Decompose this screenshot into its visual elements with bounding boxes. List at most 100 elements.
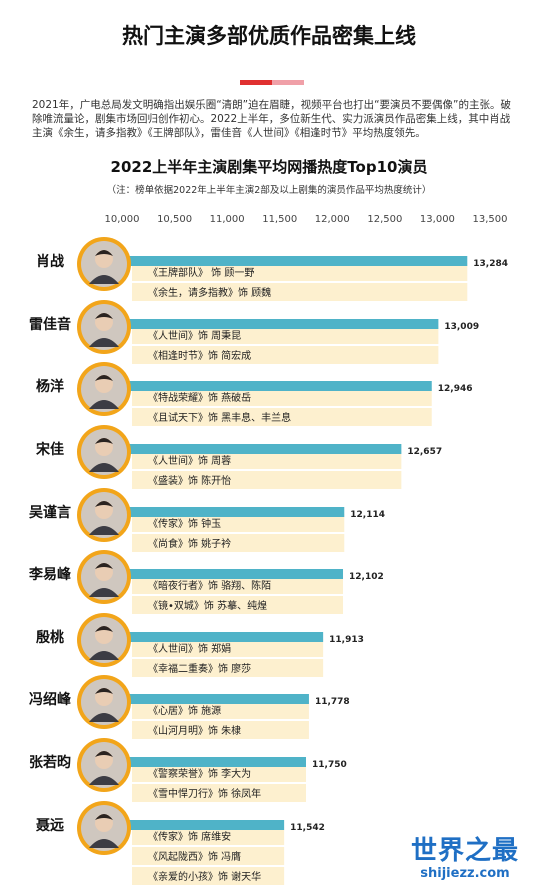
work-panel (132, 471, 402, 489)
work-label: 《警察荣誉》饰 李大为 (148, 767, 251, 780)
avatar-shoulders (89, 839, 119, 848)
bar (122, 256, 468, 266)
actor-name: 殷桃 (36, 629, 64, 646)
work-label: 《人世间》饰 周蓉 (148, 454, 231, 467)
avatar-hair (95, 313, 113, 319)
work-panel (132, 576, 344, 594)
intro-paragraph: 2021年，广电总局发文明确指出娱乐圈“清朗”迫在眉睫，视频平台也打出“要演员不… (32, 99, 511, 139)
bar-value-label: 12,102 (349, 572, 384, 582)
actor-name: 宋佳 (35, 441, 64, 458)
work-label: 《亲爱的小孩》饰 谢天华 (148, 870, 261, 883)
bar (122, 632, 324, 642)
work-panel (132, 534, 345, 552)
work-panel (132, 283, 468, 301)
work-panel (132, 451, 402, 469)
actor-name: 肖战 (36, 253, 64, 270)
bar-value-label: 12,946 (438, 384, 473, 394)
work-label: 《人世间》饰 郑娟 (148, 642, 231, 655)
actor-name: 聂远 (35, 818, 64, 834)
work-label: 《人世间》饰 周秉昆 (148, 329, 241, 342)
avatar-shoulders (89, 526, 119, 535)
work-panel (132, 867, 285, 885)
x-tick-label: 13,000 (420, 214, 455, 225)
x-tick-label: 11,000 (210, 214, 245, 225)
x-tick-label: 10,000 (105, 214, 140, 225)
avatar-hair (95, 438, 113, 444)
work-label: 《王牌部队》 饰 顾一野 (148, 266, 254, 279)
actor-name: 张若昀 (29, 754, 71, 771)
bar (122, 757, 306, 767)
avatar-hair (95, 626, 113, 632)
avatar-shoulders (89, 651, 119, 660)
work-panel (132, 596, 344, 614)
work-label: 《心居》饰 施源 (148, 704, 221, 717)
work-label: 《风起陇西》饰 冯膺 (148, 850, 241, 863)
bar (122, 507, 345, 517)
avatar-shoulders (89, 588, 119, 597)
work-label: 《传家》饰 钟玉 (148, 517, 221, 530)
work-panel (132, 514, 345, 532)
bar-value-label: 12,657 (407, 447, 442, 457)
work-label: 《且试天下》饰 黑丰息、丰兰息 (148, 411, 291, 424)
work-label: 《尚食》饰 姚子衿 (148, 537, 231, 550)
work-label: 《余生，请多指教》饰 顾魏 (148, 286, 271, 299)
actor-name: 冯绍峰 (29, 691, 72, 708)
work-label: 《山河月明》饰 朱棣 (148, 724, 241, 737)
avatar-hair (95, 814, 113, 820)
avatar-hair (95, 688, 113, 694)
avatar-shoulders (89, 776, 119, 785)
avatar-shoulders (89, 463, 119, 472)
work-panel (132, 639, 324, 657)
work-panel (132, 847, 285, 865)
avatar-shoulders (89, 400, 119, 409)
work-label: 《盛装》饰 陈开怡 (148, 474, 231, 487)
work-panel (132, 263, 468, 281)
x-tick-label: 13,500 (473, 214, 508, 225)
avatar-hair (95, 250, 113, 256)
work-label: 《暗夜行者》饰 骆翔、陈陌 (148, 579, 271, 592)
bar-value-label: 11,913 (329, 635, 364, 645)
avatar-hair (95, 751, 113, 757)
work-panel (132, 784, 306, 802)
avatar-shoulders (89, 275, 119, 284)
page-headline: 热门主演多部优质作品密集上线 (122, 24, 416, 48)
bar (122, 444, 402, 454)
bar-value-label: 13,009 (444, 322, 479, 332)
work-label: 《特战荣耀》饰 燕破岳 (148, 391, 251, 404)
x-tick-label: 10,500 (157, 214, 192, 225)
work-panel (132, 408, 432, 426)
avatar-hair (95, 501, 113, 507)
work-panel (132, 326, 439, 344)
work-label: 《相逢时节》饰 简宏成 (148, 349, 251, 362)
work-panel (132, 764, 306, 782)
x-tick-label: 11,500 (262, 214, 297, 225)
work-panel (132, 659, 324, 677)
avatar-hair (95, 375, 113, 381)
actor-name: 杨洋 (36, 378, 64, 395)
work-label: 《雪中悍刀行》饰 徐凤年 (148, 787, 261, 800)
x-tick-label: 12,000 (315, 214, 350, 225)
bar-value-label: 11,542 (290, 823, 325, 833)
avatar-shoulders (89, 338, 119, 347)
bar-value-label: 11,778 (315, 697, 350, 707)
chart-title: 2022上半年主演剧集平均网播热度Top10演员 (110, 158, 428, 176)
actor-name: 吴谨言 (29, 504, 71, 521)
actor-name: 李易峰 (28, 566, 72, 583)
work-panel (132, 721, 309, 739)
work-panel (132, 346, 439, 364)
chart-subtitle: （注：榜单依据2022年上半年主演2部及以上剧集的演员作品平均热度统计） (106, 185, 432, 196)
accent-bar-red (240, 80, 272, 85)
bar (122, 694, 309, 704)
work-label: 《幸福二重奏》饰 廖莎 (148, 662, 251, 675)
work-panel (132, 701, 309, 719)
work-label: 《镜•双城》饰 苏摹、纯煌 (148, 599, 267, 612)
accent-bar-pink (272, 80, 304, 85)
actor-name: 雷佳音 (29, 316, 71, 333)
bar (122, 319, 439, 329)
bar (122, 381, 432, 391)
bar (122, 569, 344, 579)
avatar-hair (95, 563, 113, 569)
work-panel (132, 827, 285, 845)
bar-value-label: 11,750 (312, 760, 347, 770)
